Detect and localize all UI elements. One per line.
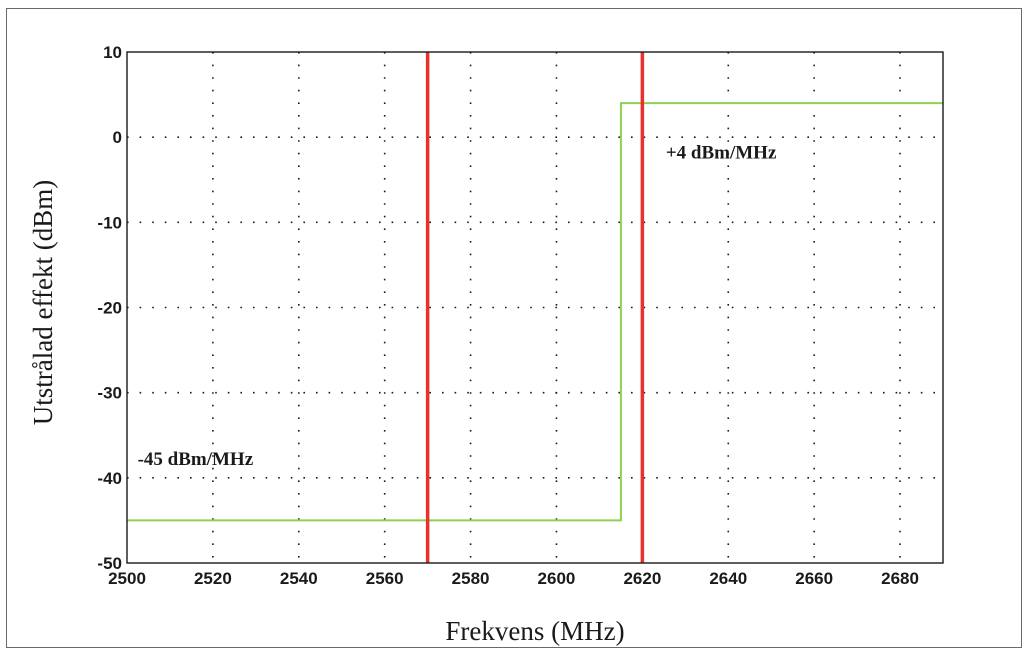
y-tick-label: -20 <box>97 299 122 318</box>
y-tick-label: -10 <box>97 213 122 232</box>
y-tick-label: -50 <box>97 554 122 573</box>
x-tick-label: 2640 <box>709 569 747 588</box>
y-axis-title: Utstrålad effekt (dBm) <box>28 180 58 425</box>
vertical-lines <box>425 52 645 563</box>
x-tick-label: 2540 <box>280 569 318 588</box>
grid <box>127 52 943 563</box>
x-tick-labels: 2500 2520 2540 2560 2580 2600 2620 2640 2660 2680 <box>108 569 919 588</box>
series-line <box>127 102 943 522</box>
y-tick-label: -30 <box>97 384 122 403</box>
x-tick-label: 2500 <box>108 569 146 588</box>
plot-area-border <box>126 51 944 564</box>
y-tick-labels: 10 0 -10 -20 -30 -40 -50 <box>97 43 122 573</box>
level-annotation: +4 dBm/MHz <box>666 142 777 163</box>
series-layer <box>127 102 943 522</box>
x-tick-label: 2560 <box>366 569 404 588</box>
x-axis-title: Frekvens (MHz) <box>445 616 624 646</box>
x-tick-label: 2520 <box>194 569 232 588</box>
y-tick-label: -40 <box>97 469 122 488</box>
x-tick-label: 2680 <box>881 569 919 588</box>
level-annotation: -45 dBm/MHz <box>138 449 254 470</box>
x-tick-label: 2600 <box>538 569 576 588</box>
y-tick-label: 0 <box>113 128 122 147</box>
annotations: +4 dBm/MHz -45 dBm/MHz <box>138 142 777 470</box>
chart-frame <box>6 8 1022 648</box>
x-tick-label: 2580 <box>452 569 490 588</box>
y-tick-label: 10 <box>103 43 122 62</box>
x-tick-label: 2620 <box>623 569 661 588</box>
x-tick-label: 2660 <box>795 569 833 588</box>
